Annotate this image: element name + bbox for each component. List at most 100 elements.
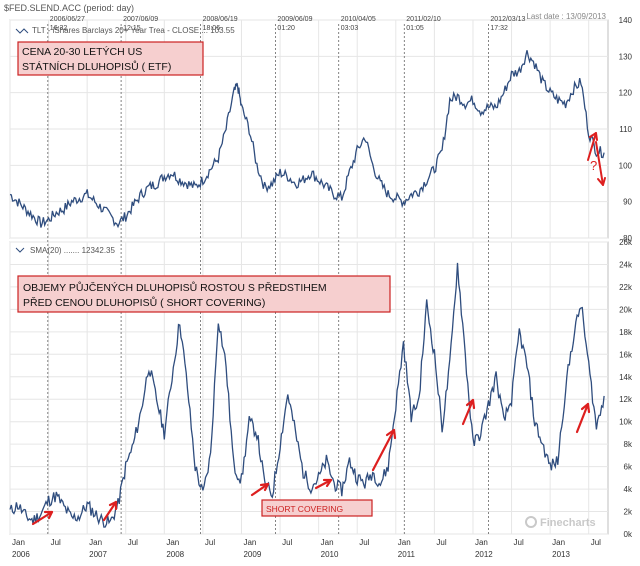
x-month-label: Jul [514, 538, 524, 547]
up-arrow [587, 132, 597, 161]
bottom-annotation-line-1: OBJEMY PŮJČENÝCH DLUHOPISŮ ROSTOU S PŘED… [23, 281, 327, 294]
x-month-label: Jul [128, 538, 138, 547]
top-y-tick-label: 140 [619, 16, 633, 25]
date-marker-time: 01:05 [406, 25, 424, 32]
short-covering-arrows [31, 398, 591, 526]
bottom-y-tick-label: 20k [619, 305, 633, 314]
top-y-tick-label: 80 [623, 234, 632, 243]
x-year-label: 2011 [398, 550, 416, 559]
arrow-1 [31, 510, 54, 526]
date-marker-time: 18:06 [203, 25, 221, 32]
x-year-label: 2007 [89, 550, 107, 559]
arrow-5 [371, 428, 397, 472]
top-series-title: TLT - iShares Barclays 20+ Year Trea - C… [32, 26, 235, 35]
top-y-tick-label: 100 [619, 161, 633, 170]
x-year-label: 2013 [552, 550, 570, 559]
date-marker-date: 2010/04/05 [341, 16, 376, 23]
x-year-label: 2009 [243, 550, 261, 559]
top-annotation-box [17, 41, 204, 76]
x-month-label: Jul [51, 538, 61, 547]
legend-line-icon [15, 28, 29, 34]
down-arrow [595, 141, 604, 186]
date-marker-date: 2006/06/27 [50, 16, 85, 23]
bottom-y-tick-label: 4k [624, 485, 633, 494]
bottom-y-tick-label: 8k [624, 440, 633, 449]
x-month-label: Jan [398, 538, 411, 547]
top-legend: TLT - iShares Barclays 20+ Year Trea - C… [15, 26, 235, 35]
date-marker-date: 2009/06/09 [277, 16, 312, 23]
top-annotation-line-1: CENA 20-30 LETÝCH US [22, 45, 142, 58]
bottom-y-tick-label: 16k [619, 350, 633, 359]
bottom-y-tick-label: 24k [619, 260, 633, 269]
direction-arrows [587, 132, 606, 186]
x-month-label: Jan [12, 538, 25, 547]
bottom-y-tick-label: 2k [624, 508, 633, 517]
bottom-y-tick-label: 12k [619, 395, 633, 404]
finecharts-logo-icon [525, 516, 537, 528]
symbol-title: $FED.SLEND.ACC (period: day) [4, 3, 134, 13]
x-year-label: 2012 [475, 550, 493, 559]
x-month-label: Jan [89, 538, 102, 547]
x-axis: Jan Jul Jan Jul Jan Jul Jan Jul Jan Jul Jan Jul Jan J… [12, 538, 601, 559]
legend-line-icon [15, 247, 25, 253]
bottom-y-tick-label: 6k [624, 463, 633, 472]
bottom-y-tick-label: 18k [619, 328, 633, 337]
short-covering-text: SHORT COVERING [266, 504, 343, 514]
bottom-gridlines [9, 241, 608, 535]
top-annotation-line-2: STÁTNÍCH DLUHOPISŮ ( ETF) [22, 60, 171, 73]
top-annotation: CENA 20-30 LETÝCH US STÁTNÍCH DLUHOPISŮ … [17, 41, 204, 76]
date-marker-date: 2011/02/10 [406, 16, 441, 23]
date-markers: 2006/06/27 16:32 2007/06/09 12:15 2008/06/19… [47, 16, 526, 534]
date-marker-date: 2007/06/09 [123, 16, 158, 23]
watermark-text: Finecharts [540, 517, 596, 529]
watermark: Finecharts [525, 516, 596, 529]
arrow-3 [250, 482, 270, 497]
arrow-4 [314, 478, 333, 490]
x-month-label: Jul [591, 538, 601, 547]
date-marker-date: 2008/06/19 [203, 16, 238, 23]
bottom-y-tick-label: 0k [624, 530, 633, 539]
short-covering-label: SHORT COVERING [261, 499, 373, 517]
x-month-label: Jan [166, 538, 179, 547]
bottom-y-tick-label: 14k [619, 373, 633, 382]
bottom-annotation: OBJEMY PŮJČENÝCH DLUHOPISŮ ROSTOU S PŘED… [17, 275, 391, 313]
x-month-label: Jul [359, 538, 369, 547]
bottom-annotation-line-2: PŘED CENOU DLUHOPISŮ ( SHORT COVERING) [23, 296, 265, 309]
date-marker-time: 01:20 [277, 25, 295, 32]
arrow-6 [461, 398, 476, 426]
x-month-label: Jul [436, 538, 446, 547]
x-month-label: Jul [282, 538, 292, 547]
bottom-y-axis: 0k 2k 4k 6k 8k 10k 12k 14k 16k 18k 20k 22k 24k 26k [619, 238, 633, 539]
date-marker-time: 03:03 [341, 25, 359, 32]
bottom-annotation-box [17, 275, 391, 313]
x-year-label: 2008 [166, 550, 184, 559]
bottom-y-tick-label: 10k [619, 418, 633, 427]
x-year-label: 2010 [321, 550, 339, 559]
x-month-label: Jan [475, 538, 488, 547]
bottom-legend: SMA(20) ....... 12342.35 [15, 246, 115, 255]
top-y-tick-label: 130 [619, 52, 633, 61]
question-mark: ? [590, 158, 597, 173]
date-marker-time: 12:15 [123, 25, 141, 32]
date-marker-date: 2012/03/13 [490, 16, 525, 23]
x-month-label: Jan [243, 538, 256, 547]
x-month-label: Jan [321, 538, 334, 547]
short-covering-box [261, 499, 373, 517]
arrow-7 [575, 402, 591, 434]
bottom-y-tick-label: 26k [619, 238, 633, 247]
bottom-series-title: SMA(20) ....... 12342.35 [30, 246, 115, 255]
top-y-tick-label: 110 [619, 125, 632, 134]
date-marker-time: 17:32 [490, 25, 508, 32]
arrow-2 [102, 500, 118, 522]
x-month-label: Jul [205, 538, 215, 547]
sma-volume-line [9, 262, 605, 528]
tlt-price-line [9, 50, 605, 229]
top-y-axis: 80 90 100 110 120 130 140 [619, 16, 633, 243]
top-y-tick-label: 120 [619, 89, 633, 98]
last-date: Last date : 13/09/2013 [526, 12, 606, 21]
x-year-label: 2006 [12, 550, 30, 559]
bottom-y-tick-label: 22k [619, 283, 633, 292]
date-marker-time: 16:32 [50, 25, 68, 32]
x-month-label: Jan [552, 538, 565, 547]
